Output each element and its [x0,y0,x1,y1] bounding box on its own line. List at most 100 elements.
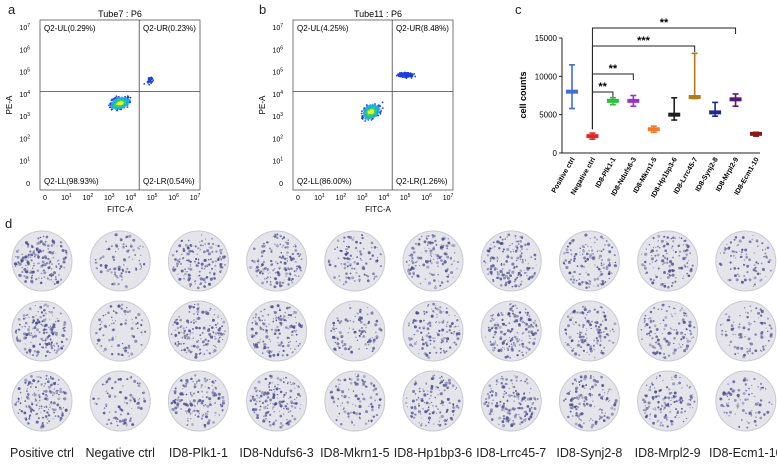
colony-dot [525,400,527,402]
colony-dot [122,245,125,249]
colony-dot [268,386,270,388]
flow-a-event-dot [114,103,116,106]
colony-dot [414,319,416,322]
colony-dot [375,414,379,417]
colony-dot [409,339,412,342]
colony-dot [281,281,285,284]
colony-dot [407,337,411,340]
colony-dot [516,265,518,268]
colony-dot [448,324,452,328]
flow-b-ytick: 105 [272,68,283,77]
colony-dot [438,389,440,391]
colony-dot [349,382,353,385]
colony-dot [189,400,191,403]
colony-dot [36,318,39,321]
colony-dot [277,316,280,319]
chart-ytick-label: 0 [553,149,558,158]
colony-dot [262,393,266,396]
colony-dot [40,264,44,268]
colony-dot [268,247,272,250]
colony-dot [97,338,101,342]
colony-dot [508,394,512,398]
colony-dot [267,346,270,349]
colony-dot [367,320,371,324]
flow-b-ylabel: PE-A [258,95,267,114]
colony-dot [38,343,42,346]
colony-dot [501,376,503,378]
colony-dot [189,285,191,288]
colony-dot [171,407,175,411]
colony-dot [35,413,37,416]
colony-dot [294,311,297,315]
colony-dot [130,376,133,378]
colony-dot [256,389,258,391]
colony-dot [521,258,524,262]
colony-dot [50,346,54,350]
colony-dot [408,264,410,267]
colony-dot [358,348,360,350]
colony-dot [179,258,181,260]
flow-a-frame [39,19,201,191]
colony-dot [35,386,37,389]
colony-dot [39,240,43,244]
colony-dot [208,242,210,245]
colony-dot [524,415,527,418]
colony-dot [526,382,529,385]
colony-dot [60,340,64,344]
colony-dot [257,268,260,272]
flow-a-event-dot [117,107,119,110]
flow-b-event-dot [379,105,381,107]
colony-dot [524,328,528,331]
colony-dot [99,323,101,326]
colony-dot [345,250,348,253]
colony-dot [439,310,443,314]
colony-dot [178,315,181,318]
colony-dot [25,351,29,354]
colony-dot [270,250,273,253]
colony-dot [437,393,440,396]
colony-dot [208,271,212,274]
colony-dot [336,246,339,249]
colony-dot [58,274,60,276]
colony-dot [443,319,445,322]
colony-dot [27,245,30,248]
colony-dot [202,278,206,282]
colony-dot [413,382,417,386]
colony-dot [50,344,53,348]
colony-dot [498,423,500,425]
colony-dot [140,265,143,267]
colony-dot [454,314,456,317]
colony-dot [284,246,287,249]
colony-dot [193,409,196,412]
flow-a-xtick: 105 [147,193,158,202]
colony-dot [18,339,22,343]
colony-dot [258,341,261,344]
colony-dot [506,329,510,333]
colony-dot [139,245,141,247]
colony-dot [253,345,257,349]
colony-dot [330,390,333,394]
colony-dot [46,406,48,409]
colony-dot [54,276,57,278]
colony-dot [100,345,103,347]
colony-dot [115,335,117,338]
colony-dot [123,264,125,266]
colony-dot [114,311,117,314]
colony-dot [525,322,529,326]
colony-dot [421,252,423,254]
colony-dot [206,265,209,267]
colony-dot [519,423,522,426]
colony-dot [287,411,290,413]
colony-dot [48,250,52,254]
colony-dot [30,332,33,334]
colony-dot [418,390,421,393]
colony-dot [193,303,196,306]
flow-b-event-dot [362,109,365,112]
colony-dot [433,286,438,290]
colony-dot [40,311,44,314]
colony-dot [251,395,255,398]
colony-dot [526,248,528,251]
colony-dot [261,255,263,258]
colony-dot [509,302,512,306]
colony-dot [28,417,31,420]
